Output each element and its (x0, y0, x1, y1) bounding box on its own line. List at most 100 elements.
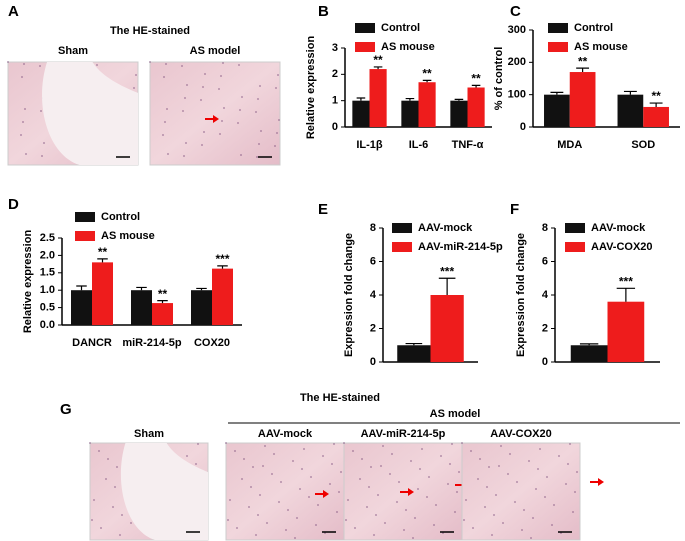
nucleus (516, 481, 518, 483)
nucleus (252, 466, 254, 468)
lumen (42, 62, 138, 165)
nucleus (225, 442, 227, 444)
image-label: AAV-mock (258, 428, 313, 440)
y-tick-label: 0.5 (40, 302, 55, 314)
nucleus (164, 121, 166, 123)
nucleus (219, 133, 221, 135)
nucleus (532, 517, 534, 519)
x-tick-label: COX20 (194, 337, 230, 349)
nucleus (114, 486, 116, 488)
legend-swatch (355, 23, 375, 33)
significance: *** (440, 264, 454, 278)
nucleus (236, 527, 238, 529)
nucleus (336, 511, 338, 513)
nucleus (93, 499, 95, 501)
arrow-head (213, 115, 219, 123)
nucleus (368, 486, 370, 488)
nucleus (523, 509, 525, 511)
nucleus (182, 110, 184, 112)
nucleus (544, 496, 546, 498)
nucleus (167, 153, 169, 155)
nucleus (39, 65, 41, 67)
legend-label: Control (381, 22, 420, 34)
nucleus (340, 471, 342, 473)
panel-letter: B (318, 3, 329, 20)
nucleus (440, 455, 442, 457)
nucleus (366, 506, 368, 508)
nucleus (333, 443, 335, 445)
error-bar (405, 342, 423, 346)
nucleus (574, 491, 576, 493)
nucleus (243, 458, 245, 460)
image-label: Sham (134, 428, 164, 440)
nucleus (488, 466, 490, 468)
nucleus (354, 527, 356, 529)
nucleus (165, 63, 167, 65)
nucleus (539, 448, 541, 450)
error-bar (454, 98, 464, 101)
nucleus (203, 131, 205, 133)
legend-swatch (75, 212, 95, 222)
nucleus (567, 463, 569, 465)
panel-letter: E (318, 201, 328, 218)
bar (401, 100, 419, 127)
panel-title: The HE-stained (110, 25, 190, 37)
y-tick-label: 0 (370, 356, 376, 368)
legend-swatch (565, 223, 585, 233)
nucleus (403, 529, 405, 531)
nucleus (461, 442, 463, 444)
nucleus (456, 491, 458, 493)
nucleus (278, 501, 280, 503)
nucleus (183, 155, 185, 157)
legend-swatch (355, 42, 375, 52)
nucleus (301, 468, 303, 470)
bar (617, 94, 644, 127)
arrow-head (408, 488, 414, 496)
nucleus (389, 473, 391, 475)
nucleus (96, 64, 98, 66)
significance: *** (619, 274, 633, 288)
nucleus (310, 476, 312, 478)
panel-title: The HE-stained (300, 392, 380, 404)
nucleus (277, 74, 279, 76)
nucleus (262, 465, 264, 467)
nucleus (553, 504, 555, 506)
error-bar (649, 102, 663, 107)
nucleus (195, 463, 197, 465)
nucleus (514, 501, 516, 503)
nucleus (241, 478, 243, 480)
y-tick-label: 6 (542, 255, 548, 267)
nucleus (398, 481, 400, 483)
nucleus (273, 453, 275, 455)
image-label: AAV-miR-214-5p (361, 428, 446, 440)
nucleus (299, 488, 301, 490)
nucleus (229, 499, 231, 501)
nucleus (370, 466, 372, 468)
legend-label: AS mouse (574, 41, 628, 53)
error-bar (550, 91, 564, 95)
y-tick-label: 0 (332, 121, 338, 133)
significance: ** (471, 72, 481, 86)
nucleus (7, 61, 9, 63)
nucleus (537, 468, 539, 470)
nucleus (234, 450, 236, 452)
legend-label: AAV-mock (418, 222, 473, 234)
nucleus (303, 448, 305, 450)
nucleus (239, 109, 241, 111)
nucleus (463, 519, 465, 521)
bar (569, 72, 596, 127)
y-tick-label: 0 (542, 356, 548, 368)
x-tick-label: MDA (557, 139, 582, 151)
nucleus (274, 145, 276, 147)
bar (430, 295, 464, 362)
nucleus (260, 130, 262, 132)
y-tick-label: 1 (332, 95, 338, 107)
nucleus (405, 509, 407, 511)
nucleus (477, 478, 479, 480)
nucleus (259, 85, 261, 87)
significance: ** (578, 54, 588, 68)
bar (352, 100, 370, 127)
nucleus (222, 62, 224, 64)
